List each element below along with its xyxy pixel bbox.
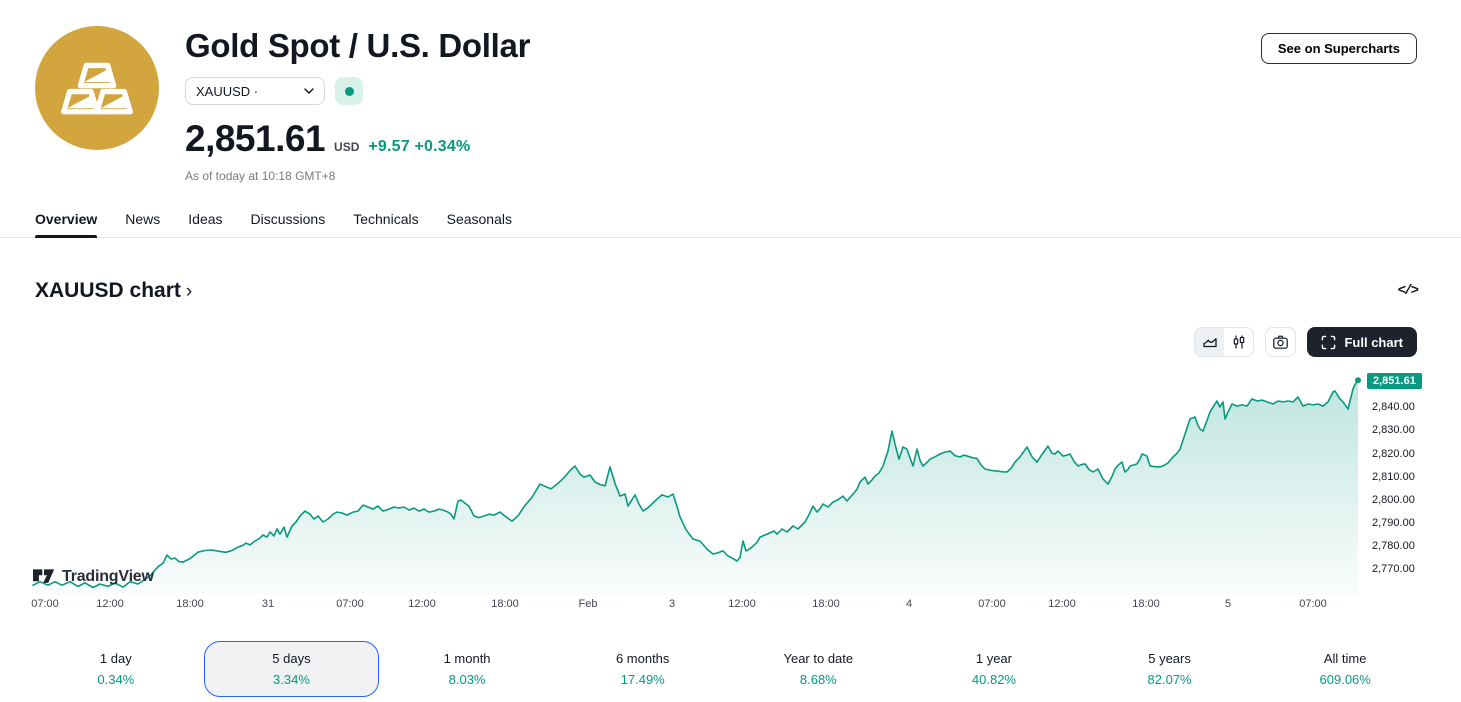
range-label: All time bbox=[1323, 651, 1367, 667]
tab-discussions[interactable]: Discussions bbox=[250, 211, 326, 228]
chart-section-heading: XAUUSD chart bbox=[35, 279, 181, 303]
range-label: Year to date bbox=[783, 651, 854, 667]
x-axis-label: 07:00 bbox=[978, 598, 1006, 611]
tradingview-watermark-text: TradingView bbox=[62, 568, 154, 586]
x-axis-label: 12:00 bbox=[96, 598, 124, 611]
price-area-svg bbox=[32, 377, 1361, 596]
last-price-badge: 2,851.61 bbox=[1367, 373, 1422, 390]
x-axis-label: 07:00 bbox=[336, 598, 364, 611]
y-axis-label: 2,780.00 bbox=[1372, 540, 1415, 553]
chevron-right-icon: › bbox=[185, 280, 193, 302]
tradingview-logo-icon bbox=[33, 569, 55, 584]
symbol-header: Gold Spot / U.S. Dollar XAUUSD · 2,851.6… bbox=[0, 0, 1461, 183]
price-area bbox=[33, 380, 1358, 596]
price-change-pct: +0.34% bbox=[414, 138, 471, 156]
range-button-5-years[interactable]: 5 years 82.07% bbox=[1082, 641, 1258, 697]
range-percent: 17.49% bbox=[620, 672, 665, 688]
x-axis-label: 5 bbox=[1224, 598, 1232, 611]
range-label: 1 year bbox=[975, 651, 1012, 667]
camera-icon bbox=[1273, 335, 1289, 349]
x-axis-label: 18:00 bbox=[176, 598, 204, 611]
tab-overview[interactable]: Overview bbox=[35, 204, 98, 239]
x-axis-label: 12:00 bbox=[728, 598, 756, 611]
chart-section-link[interactable]: XAUUSD chart › bbox=[35, 279, 192, 303]
x-axis-label: 4 bbox=[905, 598, 913, 611]
y-axis-label: 2,800.00 bbox=[1372, 493, 1415, 506]
full-chart-label: Full chart bbox=[1344, 334, 1403, 350]
y-axis-label: 2,790.00 bbox=[1372, 517, 1415, 529]
snapshot-button[interactable] bbox=[1265, 327, 1297, 358]
y-axis-label: 2,840.00 bbox=[1372, 401, 1415, 414]
y-axis-label: 2,830.00 bbox=[1372, 424, 1415, 437]
tab-seasonals[interactable]: Seasonals bbox=[446, 211, 512, 228]
range-percent: 3.34% bbox=[273, 672, 310, 688]
range-label: 5 days bbox=[272, 651, 311, 667]
range-label: 6 months bbox=[615, 651, 670, 667]
tab-news[interactable]: News bbox=[125, 211, 161, 228]
x-axis-label: 18:00 bbox=[491, 598, 519, 611]
chart-toolbar: Full chart bbox=[0, 303, 1461, 358]
chart-type-segmented-control bbox=[1194, 327, 1255, 358]
tradingview-watermark: TradingView bbox=[33, 567, 154, 587]
range-label: 1 day bbox=[99, 651, 132, 667]
x-axis-label: 07:00 bbox=[1299, 598, 1327, 611]
range-buttons: 1 day 0.34% 5 days 3.34% 1 month 8.03% 6 month… bbox=[0, 641, 1461, 698]
range-percent: 0.34% bbox=[97, 672, 135, 688]
full-chart-button[interactable]: Full chart bbox=[1307, 327, 1417, 358]
x-axis-label: 18:00 bbox=[1132, 598, 1160, 611]
range-label: 1 month bbox=[443, 651, 491, 667]
range-button-1-day[interactable]: 1 day 0.34% bbox=[28, 641, 204, 697]
range-button-1-month[interactable]: 1 month 8.03% bbox=[379, 641, 555, 697]
last-price-dot bbox=[1355, 377, 1361, 384]
price-chart[interactable]: 2,851.61 2,840.00 2,830.00 2,820.00 2,810.0… bbox=[0, 369, 1461, 621]
candles-icon bbox=[1233, 335, 1245, 349]
x-axis-label: 12:00 bbox=[408, 598, 436, 611]
x-axis-label: 18:00 bbox=[812, 598, 840, 611]
range-percent: 40.82% bbox=[971, 672, 1016, 688]
range-button-6-months[interactable]: 6 months 17.49% bbox=[555, 641, 731, 697]
x-axis: 07:00 12:00 18:00 31 07:00 12:00 18:00 Feb 3 12:0… bbox=[30, 598, 1362, 618]
see-on-supercharts-button[interactable]: See on Supercharts bbox=[1260, 33, 1417, 64]
range-button-5-days[interactable]: 5 days 3.34% bbox=[203, 641, 380, 698]
gold-bars-icon bbox=[61, 62, 133, 115]
tab-ideas[interactable]: Ideas bbox=[188, 211, 223, 228]
range-button-all-time[interactable]: All time 609.06% bbox=[1257, 641, 1433, 697]
y-axis: 2,851.61 2,840.00 2,830.00 2,820.00 2,810.0… bbox=[1367, 369, 1461, 595]
range-button-1-year[interactable]: 1 year 40.82% bbox=[906, 641, 1082, 697]
symbol-logo bbox=[35, 26, 159, 150]
market-open-dot-icon bbox=[344, 86, 354, 96]
x-axis-label: 31 bbox=[261, 598, 275, 611]
range-button-year-to-date[interactable]: Year to date 8.68% bbox=[731, 641, 907, 697]
market-status-button[interactable] bbox=[335, 77, 363, 106]
symbol-select-label: XAUUSD · bbox=[196, 83, 259, 99]
chevron-down-icon bbox=[304, 88, 314, 94]
range-percent: 8.03% bbox=[448, 672, 486, 688]
y-axis-label: 2,810.00 bbox=[1372, 470, 1415, 483]
price-currency: USD bbox=[334, 140, 360, 155]
y-axis-label: 2,820.00 bbox=[1372, 447, 1415, 460]
symbol-tabs: Overview News Ideas Discussions Technica… bbox=[0, 204, 1461, 239]
range-percent: 8.68% bbox=[799, 672, 837, 688]
price-change-abs: +9.57 bbox=[368, 138, 410, 156]
candles-chart-type-button[interactable] bbox=[1224, 328, 1253, 356]
as-of-timestamp: As of today at 10:18 GMT+8 bbox=[185, 169, 336, 184]
x-axis-label: 07:00 bbox=[31, 598, 59, 611]
fullscreen-icon bbox=[1322, 335, 1336, 350]
range-percent: 82.07% bbox=[1147, 672, 1192, 688]
x-axis-label: Feb bbox=[578, 598, 598, 611]
embed-code-icon[interactable]: </> bbox=[1397, 283, 1419, 300]
x-axis-label: 12:00 bbox=[1048, 598, 1076, 611]
area-chart-icon bbox=[1203, 338, 1217, 348]
range-percent: 609.06% bbox=[1319, 672, 1371, 688]
page-title: Gold Spot / U.S. Dollar bbox=[185, 27, 531, 64]
symbol-select[interactable]: XAUUSD · bbox=[185, 77, 325, 106]
price-line bbox=[32, 379, 1359, 589]
price-change: +9.57 +0.34% bbox=[368, 138, 470, 156]
range-label: 5 years bbox=[1148, 651, 1191, 667]
current-price: 2,851.61 bbox=[185, 118, 326, 160]
tab-technicals[interactable]: Technicals bbox=[353, 211, 419, 228]
y-axis-label: 2,770.00 bbox=[1372, 563, 1415, 576]
area-chart-type-button[interactable] bbox=[1195, 328, 1225, 357]
x-axis-label: 3 bbox=[668, 598, 676, 611]
